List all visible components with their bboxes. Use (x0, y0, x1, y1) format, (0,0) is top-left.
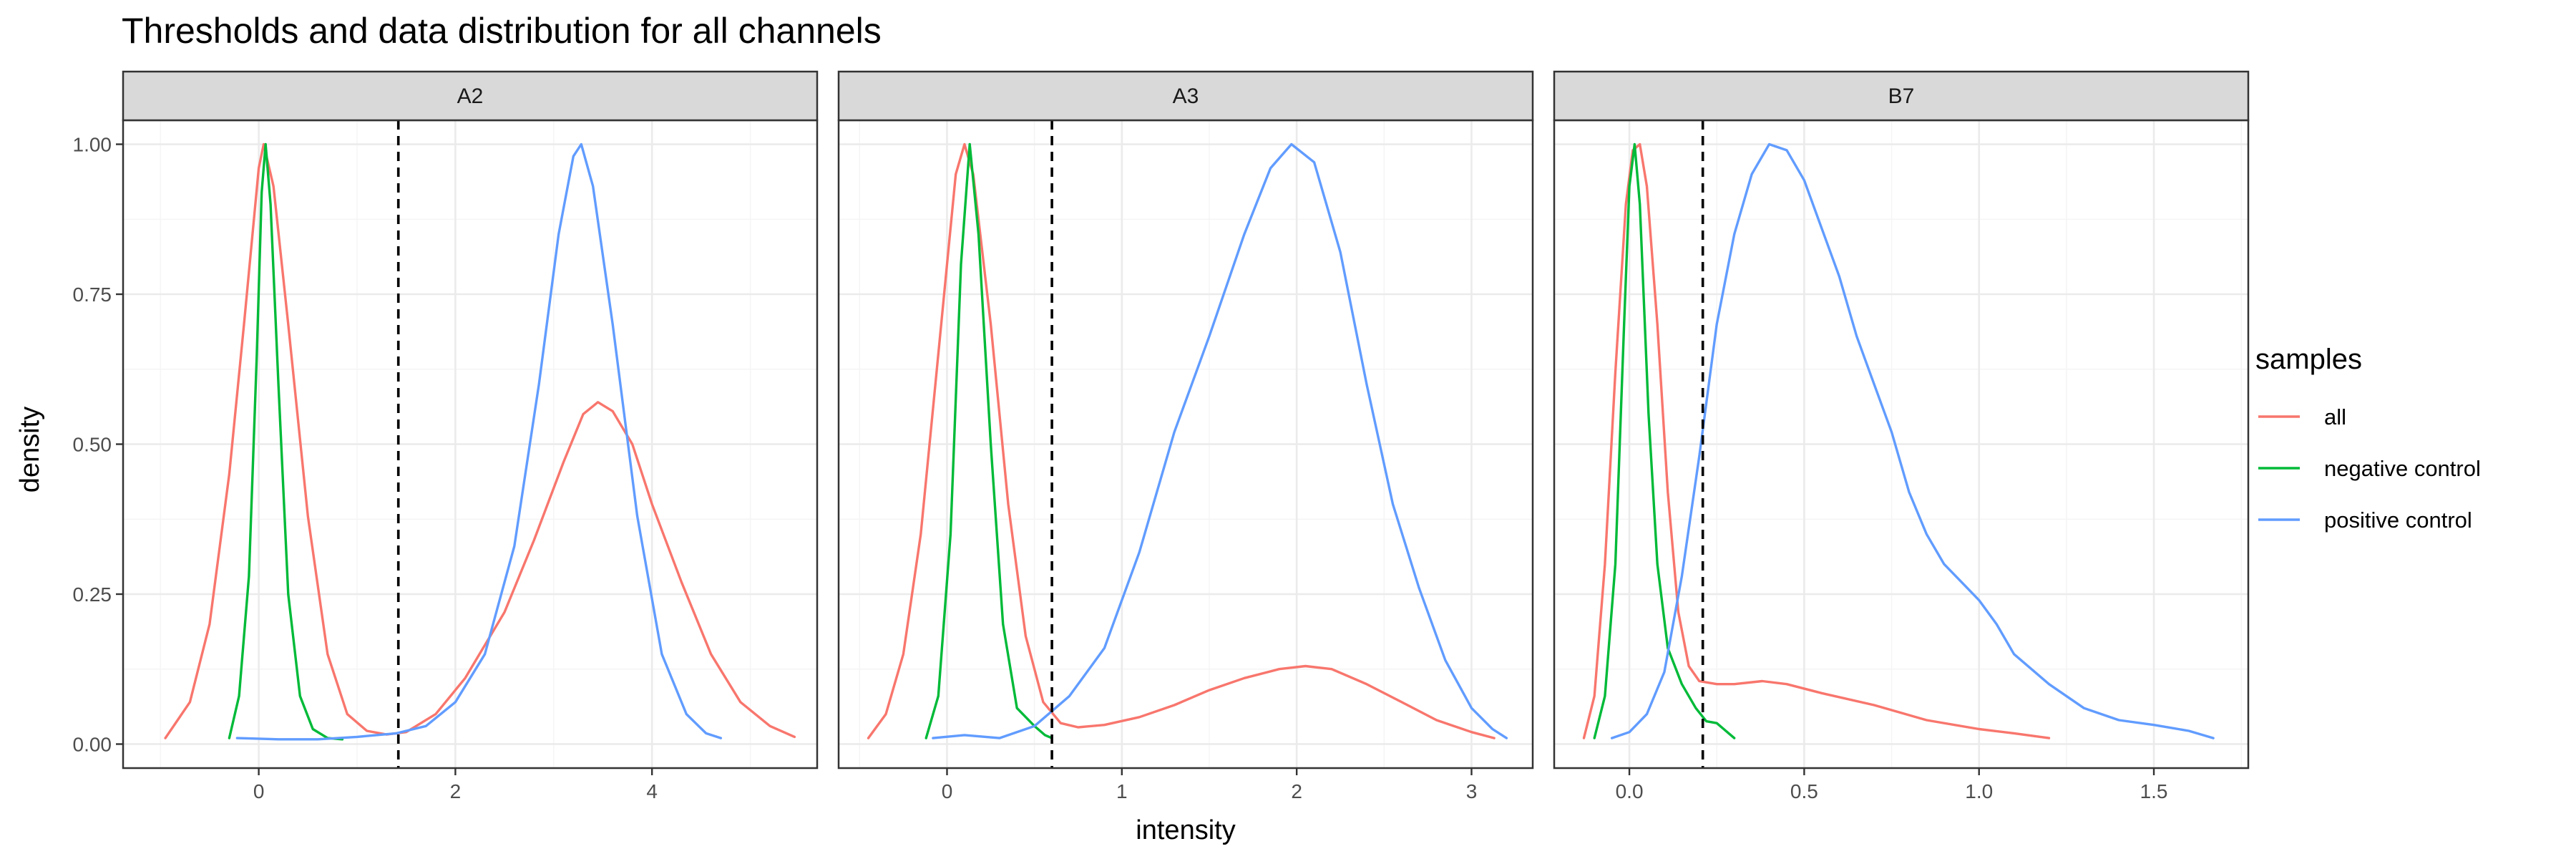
facet-strip (122, 70, 819, 122)
x-tick-label: 0.5 (1790, 780, 1818, 802)
y-tick-label: 0.25 (73, 583, 112, 606)
facet-strip (1553, 70, 2250, 122)
facet-strip-label: A2 (457, 84, 484, 108)
facet-strip-label: B7 (1888, 84, 1915, 108)
y-tick-label: 1.00 (73, 134, 112, 156)
y-tick-label: 0.50 (73, 434, 112, 456)
x-tick-label: 3 (1466, 780, 1478, 802)
legend-item-positive-control: positive control (2258, 508, 2472, 533)
panel-B7: B7 0.0 0.5 1.0 1.5 (1553, 70, 2250, 802)
x-tick-label: 2 (1291, 780, 1302, 802)
density-curve-negative-control (1593, 142, 1736, 739)
legend-title: samples (2255, 344, 2362, 375)
x-tick-label: 1 (1116, 780, 1128, 802)
density-curve-all (164, 142, 796, 739)
density-curve-positive-control (1610, 142, 2215, 739)
legend-label: positive control (2324, 508, 2472, 533)
x-tick-label: 0.0 (1616, 780, 1644, 802)
legend-item-negative-control: negative control (2258, 456, 2481, 481)
legend-label: negative control (2324, 456, 2481, 481)
x-axis-title: intensity (1136, 815, 1235, 845)
y-tick-label: 0.75 (73, 283, 112, 306)
facet-panels: A2 0 2 4 0.00 0.25 0.50 0.75 1.00 A3 0 1 2 3 B7 0.0 0.5 1… (73, 70, 2250, 802)
density-curve-positive-control (932, 142, 1508, 739)
x-tick-label: 4 (646, 780, 658, 802)
x-tick-label: 1.0 (1965, 780, 1993, 802)
facet-strip (837, 70, 1534, 122)
panel-A3: A3 0 1 2 3 (837, 70, 1534, 802)
x-tick-label: 0 (942, 780, 953, 802)
density-curve-all (867, 142, 1496, 739)
x-tick-label: 0 (253, 780, 265, 802)
x-tick-label: 1.5 (2140, 780, 2168, 802)
panel-A2: A2 0 2 4 0.00 0.25 0.50 0.75 1.00 (73, 70, 819, 802)
legend: samples all negative control positive cont… (2255, 344, 2481, 533)
facet-strip-label: A3 (1173, 84, 1199, 108)
density-curve-all (1582, 142, 2051, 739)
density-curve-negative-control (228, 142, 344, 741)
x-tick-label: 2 (450, 780, 462, 802)
chart-title: Thresholds and data distribution for all… (122, 11, 882, 51)
y-axis-title: density (15, 407, 45, 492)
legend-label: all (2324, 404, 2346, 430)
legend-item-all: all (2258, 404, 2346, 430)
density-curve-positive-control (235, 142, 723, 741)
density-curve-negative-control (924, 142, 1053, 739)
y-tick-label: 0.00 (73, 733, 112, 755)
